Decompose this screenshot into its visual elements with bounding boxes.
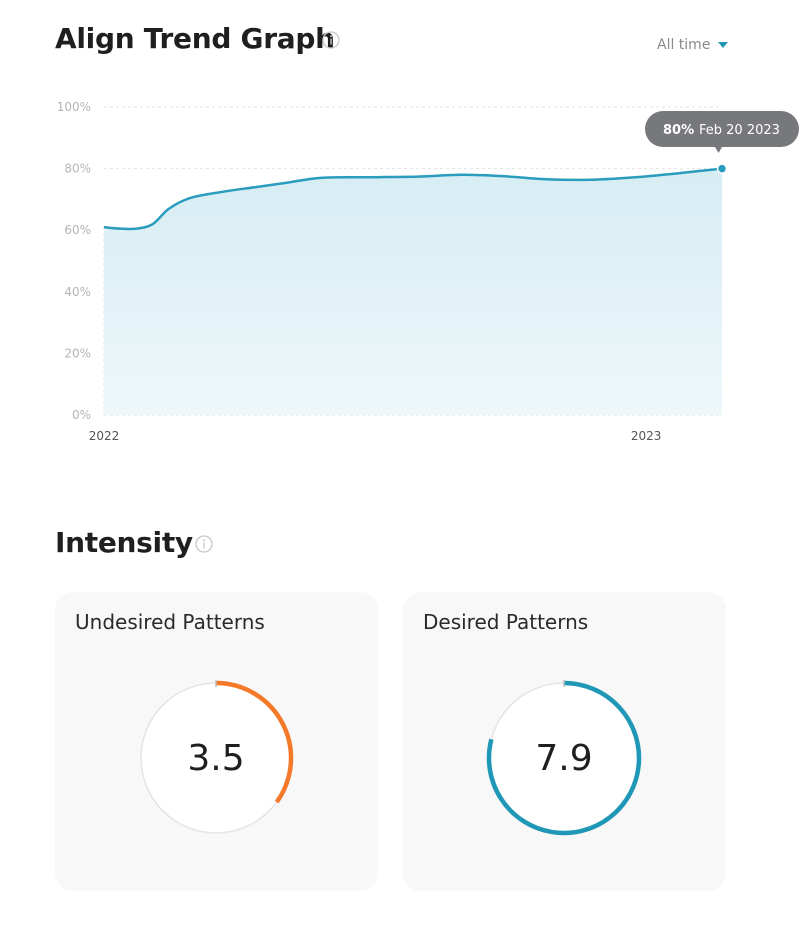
info-icon[interactable]: [322, 31, 340, 49]
page-title: Align Trend Graph: [55, 22, 335, 55]
time-range-label: All time: [657, 37, 711, 53]
y-tick-label: 0%: [72, 408, 91, 422]
trend-endpoint-marker[interactable]: [716, 163, 728, 174]
time-range-dropdown[interactable]: All time: [657, 37, 729, 53]
y-tick-label: 80%: [64, 162, 91, 176]
y-tick-label: 100%: [57, 100, 91, 114]
trend-chart: 0% 20% 40% 60% 80% 100% 2022 2023 80% Feb 20 2…: [57, 100, 799, 443]
trend-tooltip: 80% Feb 20 2023: [645, 111, 799, 153]
info-icon[interactable]: [195, 535, 213, 553]
y-tick-label: 20%: [64, 346, 91, 360]
trend-area: [104, 168, 722, 415]
y-axis-ticks: 0% 20% 40% 60% 80% 100%: [57, 100, 91, 422]
caret-down-icon: [718, 42, 729, 48]
y-tick-label: 40%: [64, 285, 91, 299]
card-title: Desired Patterns: [423, 610, 589, 634]
tooltip-date: Feb 20 2023: [699, 123, 780, 138]
intensity-gauge: [486, 680, 642, 836]
x-axis-ticks: 2022 2023: [89, 429, 662, 443]
desired-patterns-card: Desired Patterns 7.9: [403, 592, 726, 891]
gauge-value: 3.5: [187, 737, 245, 779]
x-tick-label: 2023: [631, 429, 662, 443]
gauge-arc: [215, 680, 294, 804]
y-tick-label: 60%: [64, 223, 91, 237]
gauge-value: 7.9: [535, 737, 593, 779]
section-title: Intensity: [55, 526, 193, 559]
x-tick-label: 2022: [89, 429, 120, 443]
tooltip-value: 80%: [663, 123, 694, 138]
card-title: Undesired Patterns: [75, 610, 265, 634]
undesired-patterns-card: Undesired Patterns 3.5: [55, 592, 378, 891]
intensity-gauge: [140, 680, 294, 834]
trend-line: [103, 167, 723, 231]
gauge-arc: [486, 680, 642, 836]
